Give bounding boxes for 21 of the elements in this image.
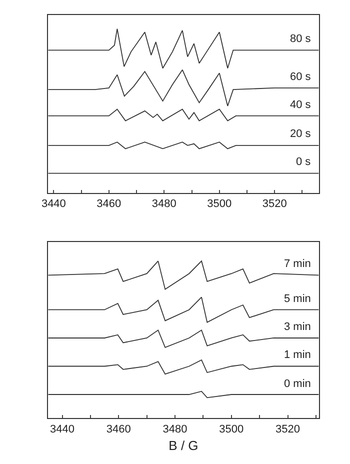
x-tick-label: 3440 (41, 198, 66, 210)
x-tick-label: 3480 (152, 198, 176, 210)
series-label: 5 min (284, 293, 311, 305)
x-tick-label: 3520 (276, 423, 300, 436)
series-label: 7 min (284, 258, 311, 270)
x-tick-label: 3520 (262, 198, 287, 210)
series-label: 60 s (290, 71, 312, 83)
x-tick-label: 3500 (219, 423, 244, 436)
x-tick-label: 3460 (96, 198, 122, 210)
x-tick-label: 3500 (207, 198, 232, 210)
series-label: 0 s (296, 156, 312, 168)
series-label: 80 s (290, 33, 312, 45)
x-tick-label: 3460 (106, 423, 131, 436)
x-tick-label: 3480 (162, 423, 188, 436)
series-label: 20 s (290, 128, 312, 140)
x-axis-title: B / G (168, 438, 198, 453)
series-label: 40 s (290, 99, 312, 111)
series-label: 3 min (284, 321, 311, 333)
x-tick-label: 3440 (50, 423, 74, 436)
series-label: 1 min (284, 349, 311, 361)
series-label: 0 min (284, 378, 311, 390)
